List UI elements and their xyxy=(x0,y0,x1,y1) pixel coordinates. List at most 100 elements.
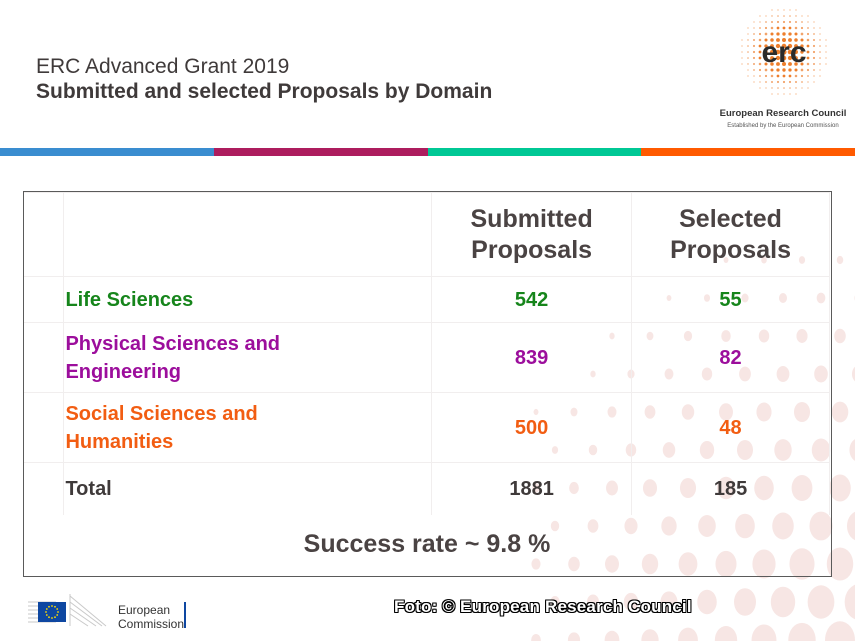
logo-dot xyxy=(770,74,774,78)
slide-title: ERC Advanced Grant 2019 Submitted and se… xyxy=(36,54,492,104)
logo-dot xyxy=(794,68,798,72)
logo-dot xyxy=(776,74,780,78)
logo-dot xyxy=(758,50,762,54)
logo-dot xyxy=(759,21,761,23)
logo-dot xyxy=(819,51,821,53)
row-spacer xyxy=(24,392,65,463)
logo-dot xyxy=(789,93,791,95)
logo-dot xyxy=(813,69,815,71)
logo-dot xyxy=(776,26,780,30)
logo-dot xyxy=(747,45,749,47)
selected-cell: 82 xyxy=(631,322,830,393)
logo-dot xyxy=(806,56,810,60)
logo-dot xyxy=(794,38,798,42)
ec-text-line: Commission xyxy=(118,617,185,631)
logo-name: European Research Council xyxy=(719,108,847,119)
domain-cell: Life Sciences xyxy=(63,276,433,323)
header-text: Submitted xyxy=(470,204,593,233)
logo-dot xyxy=(770,50,774,54)
logo-dot xyxy=(783,87,785,89)
background-dot xyxy=(698,515,716,537)
domain-label: Humanities xyxy=(65,430,174,453)
erc-dots-icon: erc xyxy=(741,9,827,95)
background-dot xyxy=(846,511,855,541)
background-dot xyxy=(660,591,678,613)
logo-dot xyxy=(806,38,810,42)
logo-dot xyxy=(771,21,773,23)
domain-label: Physical Sciences and xyxy=(65,332,281,355)
background-dot xyxy=(531,558,541,570)
logo-dot xyxy=(764,50,768,54)
logo-dot xyxy=(753,63,755,65)
logo-dot xyxy=(806,50,810,54)
background-dot xyxy=(825,621,855,641)
logo-dot xyxy=(758,44,762,48)
logo-dot xyxy=(753,27,755,29)
total-label: Total xyxy=(63,462,433,515)
logo-dot xyxy=(764,56,768,60)
logo-dot xyxy=(788,80,792,84)
logo-dot xyxy=(764,62,768,66)
logo-dot xyxy=(747,75,749,77)
logo-dot xyxy=(776,38,780,42)
eu-star xyxy=(54,616,56,619)
logo-dot xyxy=(789,9,791,11)
logo-dot xyxy=(747,51,749,53)
logo-dot xyxy=(771,15,773,17)
logo-dot xyxy=(794,50,798,54)
background-dot xyxy=(623,592,639,612)
total-selected: 185 xyxy=(631,462,830,515)
background-dot xyxy=(550,596,560,608)
logo-dot xyxy=(783,93,785,95)
logo-dot xyxy=(782,20,786,24)
color-segment-teal xyxy=(427,148,642,156)
logo-dot xyxy=(777,93,779,95)
domain-label: Social Sciences and xyxy=(65,402,258,425)
logo-dot xyxy=(787,55,793,61)
logo-dot xyxy=(776,62,780,66)
logo-dot xyxy=(794,56,798,60)
eu-star xyxy=(54,605,56,608)
logo-dot xyxy=(771,87,773,89)
logo-dot xyxy=(806,62,810,66)
logo-dot xyxy=(813,63,815,65)
table-header-row: Submitted Proposals Selected Proposals xyxy=(24,192,830,277)
logo-tagline: Established by the European Commission xyxy=(727,123,839,129)
background-dot xyxy=(752,549,776,579)
selected-cell: 55 xyxy=(631,276,830,323)
logo-dot xyxy=(812,44,816,48)
logo-dot xyxy=(813,27,815,29)
logo-dot xyxy=(794,32,798,36)
logo-dot xyxy=(764,32,768,36)
logo-dot xyxy=(775,55,781,61)
logo-dot xyxy=(795,93,797,95)
logo-dot xyxy=(765,15,767,17)
logo-dot xyxy=(781,55,787,61)
logo-dot xyxy=(825,51,827,53)
logo-dot xyxy=(819,57,821,59)
logo-dot xyxy=(807,21,809,23)
eu-star xyxy=(51,617,53,619)
logo-dot xyxy=(800,62,804,66)
color-segment-blue xyxy=(0,148,214,156)
total-row: Total 1881 185 xyxy=(24,462,830,515)
selected-cell: 48 xyxy=(631,392,830,463)
logo-dot xyxy=(801,81,803,83)
logo-dot xyxy=(758,62,762,66)
background-dot xyxy=(586,594,600,610)
background-dot xyxy=(772,512,794,540)
logo-dot xyxy=(753,21,755,23)
logo-dot xyxy=(794,62,798,66)
header-text: Selected xyxy=(679,204,782,233)
logo-dot xyxy=(770,56,774,60)
logo-dot xyxy=(800,56,804,60)
logo-dot xyxy=(807,81,809,83)
background-dot xyxy=(788,622,816,641)
total-submitted: 1881 xyxy=(431,462,633,515)
background-dot xyxy=(624,517,638,535)
logo-dot xyxy=(775,43,781,49)
logo-dot xyxy=(819,75,821,77)
background-dot xyxy=(834,328,846,344)
logo-dot xyxy=(795,81,797,83)
logo-dot xyxy=(795,15,797,17)
